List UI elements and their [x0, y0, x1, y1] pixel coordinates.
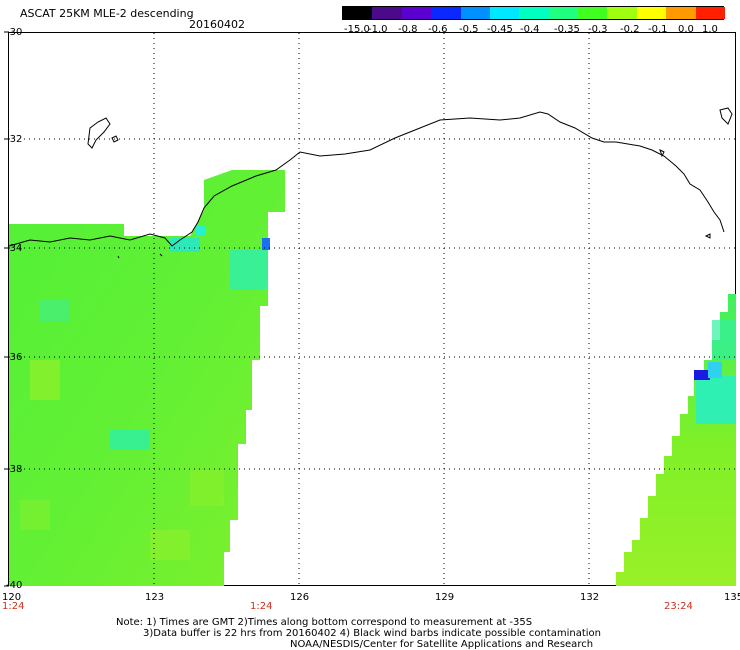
note-line-3: NOAA/NESDIS/Center for Satellite Applica… — [290, 639, 594, 650]
color-scale-segment — [548, 7, 579, 19]
color-scale-segment — [401, 7, 432, 19]
data-swath-right — [616, 294, 736, 586]
lon-label-126: 126 — [290, 592, 310, 603]
time-label-mid: 1:24 — [250, 601, 273, 612]
lat-label-40: -40 — [6, 580, 23, 591]
color-scale-segment — [372, 7, 403, 19]
map-date: 20160402 — [189, 18, 245, 31]
color-scale-segment — [460, 7, 491, 19]
lon-label-120: 120 — [2, 592, 22, 603]
color-scale-tick-label: -15.0 — [344, 24, 370, 35]
graticule — [9, 33, 736, 586]
lat-label-38: -38 — [6, 464, 23, 475]
color-scale-segment — [343, 7, 373, 19]
lon-label-132: 132 — [580, 592, 600, 603]
note-line-1: Note: 1) Times are GMT 2)Times along bot… — [116, 617, 533, 628]
color-scale-tick-label: -0.1 — [648, 24, 668, 35]
time-label-right: 23:24 — [664, 601, 693, 612]
color-scale-segment — [519, 7, 550, 19]
lon-label-129: 129 — [435, 592, 455, 603]
lat-ticks — [4, 31, 9, 587]
lon-label-123: 123 — [145, 592, 165, 603]
color-scale-segment — [489, 7, 520, 19]
map-title: ASCAT 25KM MLE-2 descending — [20, 7, 194, 20]
lat-label-32: -32 — [6, 134, 23, 145]
note-line-2: 3)Data buffer is 22 hrs from 20160402 4)… — [143, 628, 601, 639]
color-scale-tick-label: -0.8 — [398, 24, 418, 35]
color-scale-segment — [607, 7, 638, 19]
coastline — [8, 107, 733, 259]
color-scale-tick-label: -0.2 — [620, 24, 640, 35]
lat-label-36: -36 — [6, 352, 23, 363]
color-scale-tick-label: -0.3 — [588, 24, 608, 35]
time-label-left: 1:24 — [2, 601, 25, 612]
lon-label-135: 135 — [724, 592, 740, 603]
color-scale-segment — [578, 7, 608, 19]
color-scale-segment — [636, 7, 667, 19]
color-scale-tick-label: -0.4 — [520, 24, 540, 35]
color-scale-tick-label: -0.5 — [459, 24, 479, 35]
lat-label-34: -34 — [6, 243, 23, 254]
color-scale-tick-label: 1.0 — [702, 24, 718, 35]
color-scale-bar — [342, 6, 726, 20]
color-scale-tick-label: 0.0 — [678, 24, 694, 35]
color-scale-segment — [695, 7, 726, 19]
lat-label-30: -30 — [6, 27, 23, 38]
color-scale-tick-label: -0.6 — [428, 24, 448, 35]
color-scale-tick-label: -0.45 — [487, 24, 513, 35]
color-scale-tick-label: -0.35 — [554, 24, 580, 35]
data-swath-left — [9, 170, 285, 586]
color-scale-segment — [666, 7, 697, 19]
color-scale-tick-label: -1.0 — [368, 24, 388, 35]
color-scale-segment — [431, 7, 462, 19]
